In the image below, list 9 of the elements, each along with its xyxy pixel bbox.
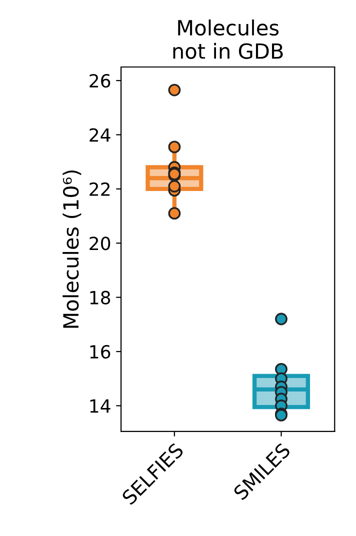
- y-axis-title: Molecules (10⁶): [62, 170, 82, 328]
- y-tick-label: 20: [90, 236, 110, 250]
- y-tick-label: 18: [90, 290, 110, 304]
- y-tick-label: 16: [90, 344, 110, 359]
- chart-title: Molecules not in GDB: [173, 20, 283, 59]
- y-tick-label: 14: [90, 399, 110, 413]
- y-tick-label: 24: [90, 128, 110, 142]
- y-tick-label: 26: [90, 74, 110, 88]
- y-tick-label: 22: [90, 182, 110, 196]
